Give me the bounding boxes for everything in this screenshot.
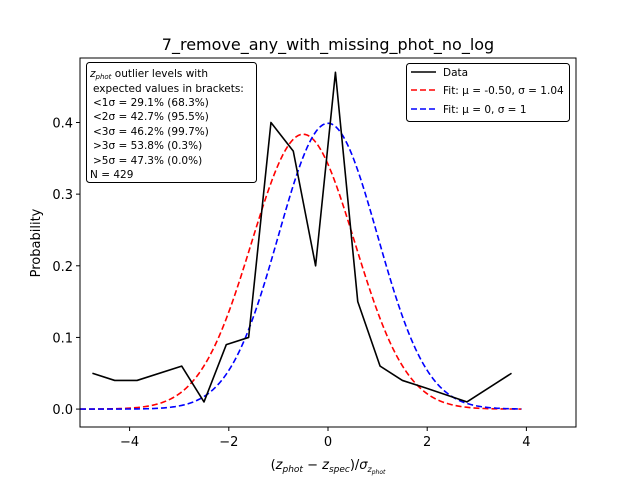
outlier-stats-line-1: <1σ = 29.1% (68.3%) [93,97,209,109]
outlier-stats-box: zphot outlier levels with expected value… [86,62,257,183]
outlier-stats-header-1: zphot outlier levels with [89,68,208,81]
series-line-data [92,71,512,403]
outlier-stats-line-5: >5σ = 47.3% (0.0%) [93,155,202,167]
curves-layer [80,71,522,410]
legend: Data Fit: μ = -0.50, σ = 1.04 Fit: μ = 0… [406,63,570,122]
legend-label-fit-red: Fit: μ = -0.50, σ = 1.04 [443,85,564,97]
series-line-fit-blue [80,122,522,410]
y-tick-label: 0.0 [52,403,73,418]
x-axis-ticks: −4 −2 0 2 4 [120,427,531,450]
y-tick-label: 0.1 [52,331,73,346]
outlier-stats-line-4: >3σ = 53.8% (0.3%) [93,140,202,152]
outlier-stats-frame [86,62,257,183]
series-line-fit-red [80,133,522,410]
y-tick-label: 0.2 [52,260,73,275]
x-tick-label: −4 [120,435,139,450]
x-tick-label: −2 [219,435,238,450]
outlier-stats-line-2: <2σ = 42.7% (95.5%) [93,111,209,123]
outlier-stats-count: N = 429 [90,169,133,181]
legend-frame [406,63,570,122]
legend-label-fit-blue: Fit: μ = 0, σ = 1 [443,104,527,116]
outlier-stats-line-3: <3σ = 46.2% (99.7%) [93,126,209,138]
y-tick-label: 0.3 [52,188,73,203]
x-tick-label: 2 [423,435,431,450]
chart-title: 7_remove_any_with_missing_phot_no_log [162,35,494,55]
legend-label-data: Data [443,67,468,79]
x-tick-label: 4 [522,435,530,450]
y-tick-label: 0.4 [52,116,73,131]
y-axis-label: Probability [29,208,44,277]
outlier-stats-header-2: expected values in brackets: [93,83,244,95]
y-axis-ticks: 0.0 0.1 0.2 0.3 0.4 [52,116,80,418]
x-tick-label: 0 [324,435,332,450]
